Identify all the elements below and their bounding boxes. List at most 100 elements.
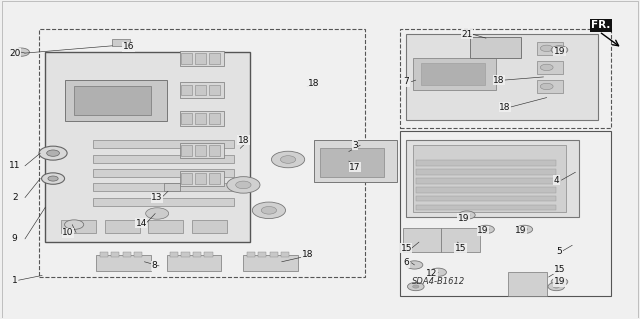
Text: 19: 19	[515, 226, 527, 235]
Text: 10: 10	[62, 228, 74, 237]
Text: 4: 4	[554, 176, 559, 185]
Bar	[167, 255, 221, 271]
Bar	[400, 29, 611, 128]
Bar	[111, 252, 120, 257]
Bar	[416, 204, 556, 210]
Bar	[537, 61, 563, 74]
Text: 8: 8	[151, 261, 157, 271]
Bar	[97, 255, 151, 271]
Bar	[93, 155, 234, 163]
Text: 11: 11	[9, 161, 20, 170]
Bar	[164, 183, 179, 191]
Text: 2: 2	[12, 193, 17, 202]
Bar	[413, 58, 495, 90]
Circle shape	[236, 181, 251, 189]
Bar	[93, 197, 234, 205]
Text: 7: 7	[403, 77, 409, 86]
Text: 20: 20	[9, 48, 20, 58]
Bar	[179, 111, 224, 126]
Circle shape	[556, 48, 563, 51]
Text: 18: 18	[301, 250, 313, 259]
Circle shape	[540, 83, 553, 90]
Circle shape	[540, 64, 553, 70]
Circle shape	[556, 280, 563, 283]
Bar	[413, 145, 566, 212]
Bar	[314, 140, 397, 182]
Bar	[179, 171, 224, 187]
Bar	[204, 252, 212, 257]
Circle shape	[459, 211, 475, 219]
Circle shape	[521, 228, 527, 231]
Bar	[123, 252, 131, 257]
Bar	[406, 140, 579, 217]
Bar	[421, 63, 484, 85]
Circle shape	[271, 151, 305, 168]
Bar	[180, 174, 191, 184]
Bar	[209, 85, 220, 95]
Bar	[39, 29, 365, 277]
Text: SDA4-B1612: SDA4-B1612	[412, 277, 465, 286]
Text: 3: 3	[352, 141, 358, 150]
Circle shape	[261, 206, 276, 214]
Bar	[180, 53, 191, 63]
Circle shape	[516, 225, 532, 234]
Text: 19: 19	[554, 47, 565, 56]
Bar	[416, 187, 556, 193]
Circle shape	[13, 48, 29, 56]
Bar	[470, 37, 521, 58]
Circle shape	[483, 228, 489, 231]
Bar	[180, 113, 191, 124]
Circle shape	[406, 261, 423, 269]
Bar	[281, 252, 289, 257]
Text: 5: 5	[557, 247, 563, 256]
Bar	[148, 220, 183, 233]
Circle shape	[551, 46, 568, 54]
Bar	[320, 148, 384, 177]
Circle shape	[280, 156, 296, 163]
Bar	[180, 85, 191, 95]
Bar	[246, 252, 255, 257]
Text: 6: 6	[403, 258, 409, 267]
Bar	[416, 169, 556, 175]
Text: 18: 18	[493, 76, 504, 85]
Bar	[416, 178, 556, 184]
Bar	[93, 169, 234, 177]
Bar	[416, 160, 556, 166]
Text: 18: 18	[308, 79, 319, 88]
Text: 15: 15	[401, 244, 412, 253]
Circle shape	[146, 208, 169, 219]
Bar	[243, 255, 298, 271]
Bar	[195, 53, 205, 63]
Bar	[209, 174, 220, 184]
Bar	[258, 252, 266, 257]
Circle shape	[477, 225, 494, 234]
Circle shape	[42, 173, 65, 184]
Circle shape	[553, 285, 559, 288]
Bar	[61, 220, 97, 233]
Text: 13: 13	[152, 193, 163, 202]
Bar	[537, 80, 563, 93]
Text: 1: 1	[12, 276, 18, 285]
Bar	[442, 228, 479, 252]
Text: 9: 9	[12, 234, 18, 243]
Bar	[93, 140, 234, 148]
Bar	[65, 80, 167, 122]
Circle shape	[65, 220, 84, 229]
Bar	[403, 228, 442, 252]
Bar	[181, 252, 189, 257]
Text: 21: 21	[461, 30, 472, 39]
Bar	[209, 113, 220, 124]
Circle shape	[430, 268, 447, 276]
Bar	[134, 252, 143, 257]
Bar	[209, 145, 220, 156]
Text: 15: 15	[554, 264, 565, 274]
Bar	[179, 143, 224, 158]
Bar	[93, 183, 234, 191]
Circle shape	[39, 146, 67, 160]
Bar	[179, 82, 224, 98]
Bar	[180, 145, 191, 156]
Circle shape	[413, 285, 419, 288]
Bar	[193, 252, 201, 257]
Bar	[191, 220, 227, 233]
Text: 14: 14	[136, 219, 147, 227]
